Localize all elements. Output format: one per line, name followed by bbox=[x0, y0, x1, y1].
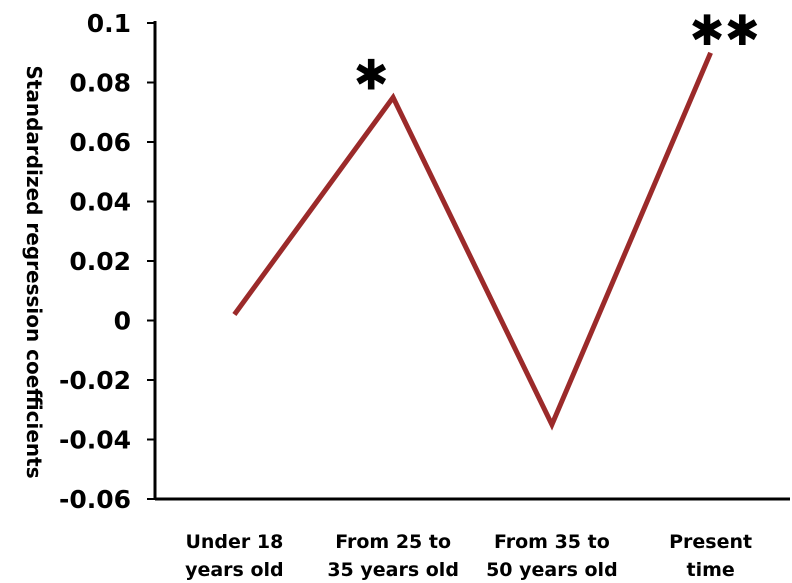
x-tick-label: 50 years old bbox=[486, 559, 618, 581]
y-tick-label: 0.08 bbox=[69, 69, 131, 98]
y-tick-label: 0.02 bbox=[69, 247, 131, 276]
y-tick-label: 0 bbox=[114, 307, 131, 336]
significance-marker: ✱✱ bbox=[689, 6, 759, 55]
x-tick-label: time bbox=[686, 559, 734, 581]
significance-marker: ✱ bbox=[354, 50, 389, 99]
x-tick-label: From 25 to bbox=[335, 531, 451, 553]
y-tick-label: 0.1 bbox=[87, 9, 131, 38]
y-tick-label: -0.02 bbox=[59, 366, 131, 395]
series-line bbox=[232, 51, 713, 431]
x-axis-ticks: Under 18 years old From 25 to 35 years old F… bbox=[185, 531, 752, 581]
x-tick-label: years old bbox=[185, 559, 284, 581]
y-tick-label: 0.06 bbox=[69, 128, 131, 157]
y-axis-ticks: 0.1 0.08 0.06 0.04 0.02 0 -0.02 -0.04 -0.06 bbox=[59, 9, 155, 514]
x-tick-label: Under 18 bbox=[185, 531, 283, 553]
x-tick-label: From 35 to bbox=[494, 531, 610, 553]
y-axis-label: Standardized regression coefficients bbox=[22, 65, 46, 478]
annotations-group: ✱✱✱ bbox=[354, 6, 760, 100]
y-tick-label: 0.04 bbox=[69, 188, 131, 217]
y-tick-label: -0.04 bbox=[59, 426, 131, 455]
x-tick-label: Present bbox=[669, 531, 752, 553]
y-tick-label: -0.06 bbox=[59, 485, 131, 514]
x-tick-label: 35 years old bbox=[327, 559, 459, 581]
series-group bbox=[232, 51, 713, 431]
